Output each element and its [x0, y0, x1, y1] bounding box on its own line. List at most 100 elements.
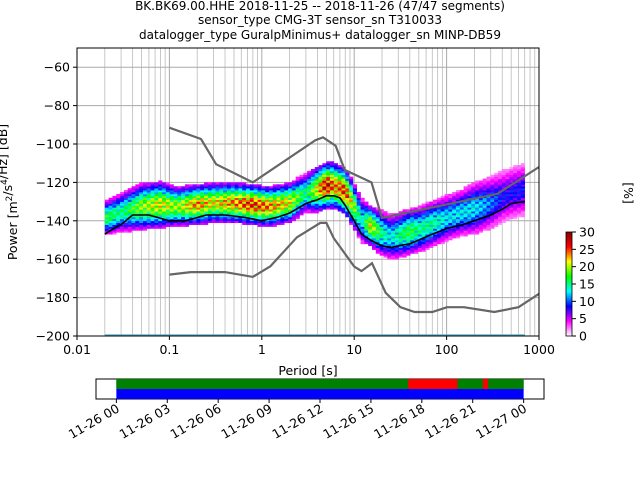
- psd-density-cell: [379, 253, 384, 256]
- psd-density-cell: [410, 220, 415, 224]
- psd-density-cell: [501, 216, 506, 220]
- psd-density-cell: [463, 205, 468, 208]
- psd-density-cell: [417, 226, 422, 229]
- psd-density-cell: [425, 209, 430, 212]
- psd-density-cell: [135, 201, 140, 204]
- psd-density-cell: [337, 182, 342, 185]
- psd-density-cell: [215, 216, 220, 220]
- psd-density-cell: [104, 226, 109, 229]
- psd-density-cell: [230, 188, 235, 191]
- psd-density-cell: [173, 193, 178, 197]
- psd-density-cell: [387, 224, 392, 227]
- psd-density-cell: [268, 220, 274, 224]
- psd-density-cell: [482, 199, 487, 202]
- psd-density-cell: [272, 192, 277, 195]
- psd-density-cell: [429, 218, 434, 222]
- psd-density-cell: [181, 186, 186, 189]
- psd-density-cell: [421, 249, 426, 252]
- psd-density-cell: [226, 209, 232, 212]
- psd-density-cell: [494, 186, 499, 189]
- psd-density-cell: [207, 195, 212, 199]
- psd-density-cell: [104, 205, 109, 208]
- psd-density-cell: [272, 188, 277, 191]
- psd-density-cell: [276, 207, 281, 210]
- psd-density-cell: [135, 186, 140, 189]
- psd-density-cell: [482, 197, 487, 200]
- psd-density-cell: [154, 203, 159, 206]
- psd-density-cell: [444, 218, 449, 222]
- psd-density-cell: [112, 216, 117, 220]
- psd-density-cell: [288, 218, 293, 222]
- psd-density-cell: [261, 190, 266, 193]
- psd-density-cell: [375, 251, 380, 254]
- psd-density-cell: [146, 215, 151, 218]
- psd-density-cell: [223, 211, 228, 214]
- psd-density-cell: [261, 220, 266, 224]
- psd-density-cell: [177, 201, 182, 204]
- psd-density-cell: [440, 211, 445, 214]
- psd-density-cell: [425, 243, 430, 247]
- psd-density-cell: [284, 199, 289, 202]
- psd-density-cell: [444, 232, 449, 235]
- psd-density-cell: [238, 199, 243, 202]
- psd-density-cell: [391, 230, 396, 233]
- psd-density-cell: [223, 209, 228, 212]
- psd-density-cell: [112, 215, 117, 218]
- psd-density-cell: [440, 238, 445, 241]
- psd-density-cell: [448, 216, 453, 220]
- psd-density-cell: [494, 176, 499, 179]
- psd-density-cell: [131, 222, 136, 225]
- psd-density-cell: [364, 215, 369, 218]
- psd-density-cell: [150, 218, 155, 222]
- psd-density-cell: [253, 188, 258, 191]
- psd-density-cell: [383, 255, 388, 258]
- psd-density-cell: [268, 205, 274, 208]
- psd-density-cell: [299, 213, 304, 216]
- psd-density-cell: [463, 234, 468, 237]
- x-tick-label: 0.1: [159, 342, 179, 357]
- psd-density-cell: [249, 190, 254, 193]
- psd-density-cell: [211, 190, 216, 193]
- psd-density-cell: [455, 205, 461, 208]
- coverage-tick-label: 11-26 12: [269, 401, 325, 442]
- psd-density-cell: [173, 192, 178, 195]
- psd-density-cell: [219, 186, 224, 189]
- psd-density-cell: [284, 184, 289, 187]
- psd-density-cell: [360, 201, 365, 204]
- psd-density-cell: [139, 224, 144, 227]
- psd-density-cell: [184, 220, 190, 224]
- psd-density-cell: [127, 230, 132, 233]
- psd-density-cell: [272, 205, 277, 208]
- psd-density-cell: [452, 195, 457, 199]
- psd-density-cell: [372, 238, 377, 241]
- y-axis: −200−180−160−140−120−100−80−60: [36, 60, 77, 344]
- psd-density-cell: [494, 195, 499, 199]
- psd-density-cell: [112, 211, 117, 214]
- psd-density-cell: [375, 215, 380, 218]
- psd-density-cell: [383, 236, 388, 239]
- psd-density-cell: [383, 253, 388, 256]
- psd-density-cell: [482, 192, 487, 195]
- psd-density-cell: [326, 178, 331, 181]
- psd-density-cell: [398, 218, 403, 222]
- psd-density-cell: [158, 195, 163, 199]
- psd-density-cell: [169, 209, 174, 212]
- psd-density-cell: [440, 199, 445, 202]
- psd-density-cell: [272, 218, 277, 222]
- psd-density-cell: [177, 224, 182, 227]
- psd-density-cell: [150, 197, 155, 200]
- psd-density-cell: [288, 209, 293, 212]
- psd-density-cell: [249, 197, 254, 200]
- psd-density-cell: [444, 209, 449, 212]
- psd-density-cell: [337, 176, 342, 179]
- psd-density-cell: [494, 178, 499, 181]
- psd-density-cell: [513, 205, 518, 208]
- psd-density-cell: [139, 205, 144, 208]
- psd-density-cell: [490, 195, 495, 199]
- psd-density-cell: [146, 201, 151, 204]
- psd-density-cell: [505, 201, 510, 204]
- psd-density-cell: [303, 209, 308, 212]
- psd-density-cell: [142, 218, 148, 222]
- psd-density-cell: [146, 226, 151, 229]
- psd-density-cell: [330, 190, 335, 193]
